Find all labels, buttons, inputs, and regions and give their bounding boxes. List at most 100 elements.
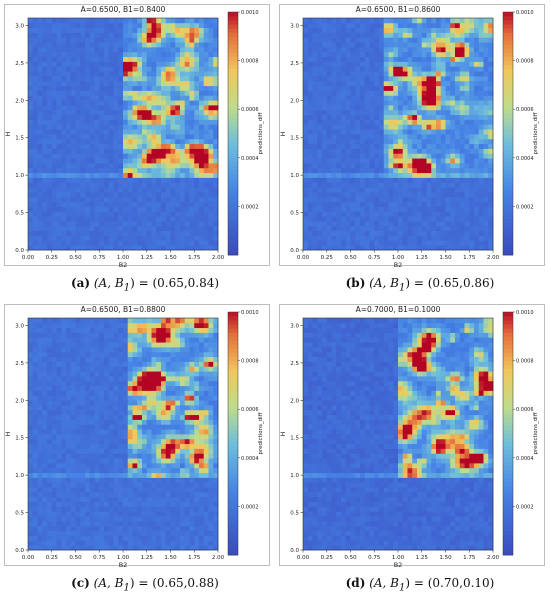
heatmap-cell xyxy=(170,245,176,251)
heatmap-cell xyxy=(194,177,200,183)
heatmap-cell xyxy=(32,51,38,58)
heatmap-cell xyxy=(402,153,408,159)
heatmap-cell xyxy=(488,109,494,116)
heatmap-cell xyxy=(142,129,148,135)
colorbar-segment xyxy=(503,129,513,134)
heatmap-cell xyxy=(170,148,176,154)
heatmap-cell xyxy=(47,400,53,406)
heatmap-cell xyxy=(42,434,48,440)
heatmap-cell xyxy=(478,245,484,251)
heatmap-cell xyxy=(132,163,138,169)
heatmap-cell xyxy=(47,463,53,469)
heatmap-cell xyxy=(161,76,167,82)
heatmap-cell xyxy=(474,76,480,82)
heatmap-cell xyxy=(146,216,152,222)
heatmap-cell xyxy=(469,37,475,43)
heatmap-cell xyxy=(398,71,404,77)
heatmap-cell xyxy=(37,225,43,232)
heatmap-cell xyxy=(170,27,176,33)
heatmap-cell xyxy=(317,172,323,178)
heatmap-cell xyxy=(61,361,67,367)
heatmap-cell xyxy=(478,51,484,58)
heatmap-cell xyxy=(75,201,81,207)
heatmap-cell xyxy=(199,211,205,217)
heatmap-cell xyxy=(194,47,200,53)
heatmap-cell xyxy=(469,143,475,149)
heatmap-cell xyxy=(42,429,48,435)
heatmap-cell xyxy=(104,501,110,507)
heatmap-cell xyxy=(70,385,76,391)
heatmap-cell xyxy=(407,100,413,106)
heatmap-cell xyxy=(66,347,72,353)
heatmap-cell xyxy=(89,230,95,236)
heatmap-cell xyxy=(383,158,389,164)
heatmap-cell xyxy=(407,201,413,207)
heatmap-cell xyxy=(37,332,43,338)
heatmap-cell xyxy=(170,22,176,29)
heatmap-cell xyxy=(426,114,432,120)
heatmap-cell xyxy=(28,196,34,203)
x-tick-label: 1.50 xyxy=(439,255,452,261)
heatmap-cell xyxy=(379,95,385,101)
heatmap-cell xyxy=(42,245,48,251)
heatmap-cell xyxy=(61,332,67,338)
heatmap-cell xyxy=(379,56,385,62)
heatmap-cell xyxy=(445,66,451,72)
heatmap-cell xyxy=(56,318,62,324)
heatmap-cell xyxy=(42,424,48,430)
heatmap-cell xyxy=(108,448,114,454)
colorbar-segment xyxy=(228,133,238,138)
heatmap-cell xyxy=(61,187,67,193)
heatmap-cell xyxy=(108,167,114,174)
heatmap-cell xyxy=(37,405,43,411)
heatmap-cell xyxy=(56,100,62,106)
heatmap-cell xyxy=(331,167,337,174)
heatmap-cell xyxy=(450,167,456,174)
heatmap-cell xyxy=(104,163,110,169)
heatmap-cell xyxy=(388,90,394,96)
heatmap-cell xyxy=(80,535,86,541)
heatmap-cell xyxy=(80,327,86,333)
heatmap-cell xyxy=(56,138,62,145)
heatmap-cell xyxy=(94,42,100,48)
heatmap-cell xyxy=(345,192,351,198)
heatmap-cell xyxy=(56,211,62,217)
heatmap-cell xyxy=(459,56,465,62)
heatmap-cell xyxy=(398,172,404,178)
heatmap-cell xyxy=(170,18,176,24)
heatmap-cell xyxy=(118,211,124,217)
heatmap-cell xyxy=(398,192,404,198)
heatmap-cell xyxy=(123,37,129,43)
heatmap-cell xyxy=(94,376,100,382)
heatmap-cell xyxy=(170,143,176,149)
heatmap-cell xyxy=(426,177,432,183)
heatmap-cell xyxy=(75,216,81,222)
heatmap-cell xyxy=(483,240,489,246)
heatmap-cell xyxy=(132,138,138,145)
heatmap-cell xyxy=(94,429,100,435)
heatmap-cell xyxy=(170,100,176,106)
heatmap-cell xyxy=(37,51,43,58)
heatmap-cell xyxy=(374,100,380,106)
heatmap-cell xyxy=(483,76,489,82)
heatmap-cell xyxy=(161,37,167,43)
heatmap-cell xyxy=(104,124,110,130)
heatmap-cell xyxy=(326,22,332,29)
heatmap-cell xyxy=(180,187,186,193)
heatmap-cell xyxy=(32,535,38,541)
heatmap-cell xyxy=(393,245,399,251)
heatmap-cell xyxy=(455,134,461,140)
heatmap-cell xyxy=(28,201,34,207)
heatmap-cell xyxy=(66,109,72,116)
heatmap-cell xyxy=(146,177,152,183)
heatmap-cell xyxy=(104,27,110,33)
heatmap-cell xyxy=(66,163,72,169)
heatmap-cell xyxy=(37,458,43,464)
heatmap-cell xyxy=(132,245,138,251)
heatmap-cell xyxy=(70,167,76,174)
heatmap-cell xyxy=(94,332,100,338)
heatmap-cell xyxy=(89,32,95,38)
heatmap-cell xyxy=(113,492,119,498)
heatmap-cell xyxy=(42,172,48,178)
heatmap-cell xyxy=(407,90,413,96)
